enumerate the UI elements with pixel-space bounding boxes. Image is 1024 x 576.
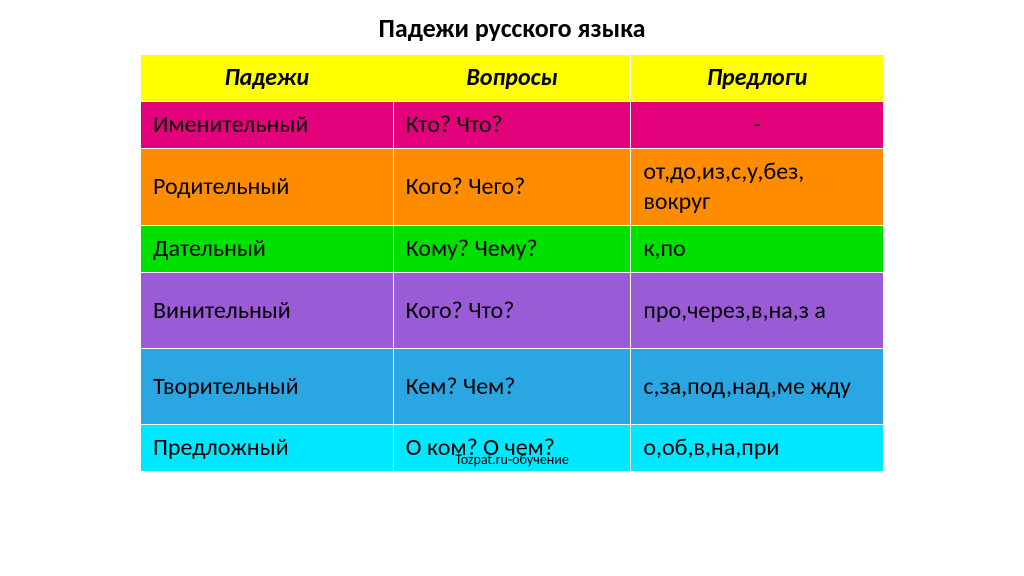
- cell-case: Творительный: [141, 349, 394, 425]
- cell-case: Родительный: [141, 149, 394, 226]
- cell-prepositions: от,до,из,с,у,без, вокруг: [631, 149, 884, 226]
- col-header-questions: Вопросы: [393, 55, 631, 102]
- cell-prepositions: к,по: [631, 226, 884, 273]
- table-row: Винительный Кого? Что? про,через,в,на,з …: [141, 273, 884, 349]
- cell-case: Винительный: [141, 273, 394, 349]
- credit-text: Tozpat.ru-обучение: [455, 451, 569, 468]
- cell-questions: Кому? Чему?: [393, 226, 631, 273]
- cell-prepositions: о,об,в,на,при: [631, 425, 884, 472]
- cell-prepositions: с,за,под,над,ме жду: [631, 349, 884, 425]
- col-header-cases: Падежи: [141, 55, 394, 102]
- cell-case: Дательный: [141, 226, 394, 273]
- col-header-prepositions: Предлоги: [631, 55, 884, 102]
- table-row: Родительный Кого? Чего? от,до,из,с,у,без…: [141, 149, 884, 226]
- table-row: Творительный Кем? Чем? с,за,под,над,ме ж…: [141, 349, 884, 425]
- cell-case: Именительный: [141, 102, 394, 149]
- cell-questions: Кого? Чего?: [393, 149, 631, 226]
- page-container: Падежи русского языка Падежи Вопросы Пре…: [0, 0, 1024, 576]
- table-body: Именительный Кто? Что? - Родительный Ког…: [141, 102, 884, 472]
- page-title: Падежи русского языка: [379, 12, 646, 44]
- cell-prepositions: про,через,в,на,з а: [631, 273, 884, 349]
- cell-questions: Кем? Чем?: [393, 349, 631, 425]
- table-row: Именительный Кто? Что? -: [141, 102, 884, 149]
- cell-prepositions: -: [631, 102, 884, 149]
- header-row: Падежи Вопросы Предлоги: [141, 55, 884, 102]
- table-row: Дательный Кому? Чему? к,по: [141, 226, 884, 273]
- cell-questions: Кто? Что?: [393, 102, 631, 149]
- cell-case: Предложный: [141, 425, 394, 472]
- cases-table: Падежи Вопросы Предлоги Именительный Кто…: [140, 54, 884, 472]
- cell-questions: Кого? Что?: [393, 273, 631, 349]
